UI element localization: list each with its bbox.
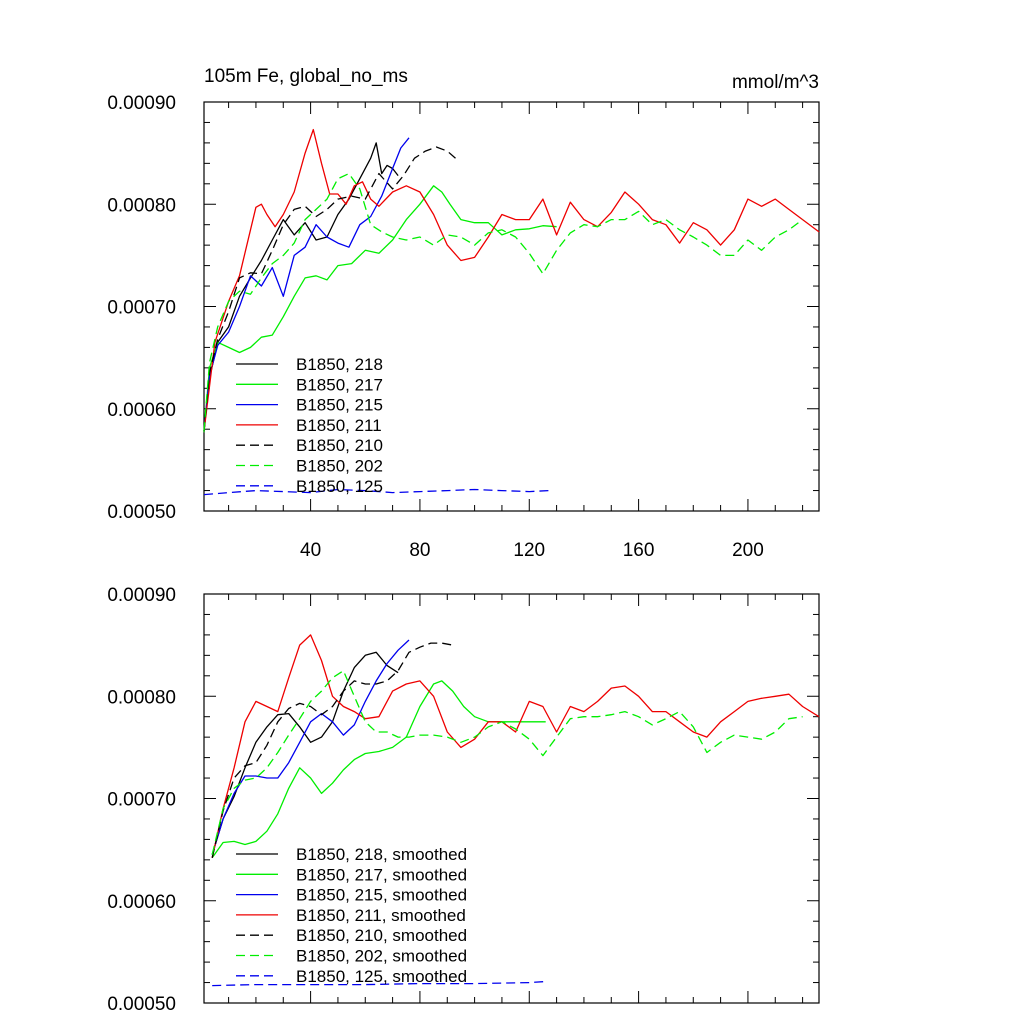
legend-label: B1850, 211 [296,416,382,435]
series-line-bottom-4 [211,642,453,858]
series-line-top-4 [203,146,456,432]
series-line-bottom-2 [211,639,410,855]
x-tick-label: 40 [300,540,321,561]
series-line-bottom-0 [211,651,399,855]
series-line-bottom-5 [211,670,803,855]
x-tick-label: 160 [623,540,655,561]
legend-label: B1850, 211, smoothed [296,906,466,925]
series-line-top-2 [203,137,410,432]
series-line-bottom-6 [212,980,546,987]
legend-label: B1850, 215 [296,396,383,415]
y-tick-label: 0.00070 [107,298,176,319]
x-tick-label: 200 [732,540,764,561]
legend-label: B1850, 210, smoothed [296,926,467,945]
series-line-top-1 [203,185,557,433]
legend-label: B1850, 218, smoothed [296,845,467,864]
legend-label: B1850, 217 [296,375,383,394]
y-tick-label: 0.00080 [107,687,176,708]
legend-label: B1850, 217, smoothed [296,865,467,884]
chart-title: 105m Fe, global_no_ms [204,66,408,87]
y-tick-label: 0.00060 [107,892,176,913]
top-panel: 40 80 120 160 200 0.00050 0.00060 0.00070 0.0008… [107,93,820,561]
series-line-top-6 [203,488,549,496]
legend-label: B1850, 125, smoothed [296,967,467,986]
legend-label: B1850, 202, smoothed [296,947,467,966]
series-line-bottom-1 [211,680,546,859]
bottom-panel: 0.00050 0.00060 0.00070 0.00080 0.00090 B1850… [107,585,820,1015]
y-tick-label: 0.00050 [107,502,176,523]
y-tick-label: 0.00090 [107,585,176,606]
y-tick-label: 0.00090 [107,93,176,114]
x-tick-label: 120 [513,540,545,561]
y-tick-label: 0.00060 [107,400,176,421]
legend-label: B1850, 125 [296,477,383,496]
legend-label: B1850, 210 [296,436,383,455]
y-tick-label: 0.00070 [107,790,176,811]
y-tick-label: 0.00080 [107,195,176,216]
legend-label: B1850, 202 [296,457,383,476]
series-line-top-3 [203,128,820,432]
legend-label: B1850, 218 [296,355,383,374]
series-line-top-5 [203,172,803,432]
units-label: mmol/m^3 [732,72,819,93]
x-tick-label: 80 [409,540,430,561]
series-line-bottom-3 [211,634,820,858]
y-tick-label: 0.00050 [107,994,176,1015]
series-line-top-0 [203,142,399,432]
legend-label: B1850, 215, smoothed [296,886,467,905]
